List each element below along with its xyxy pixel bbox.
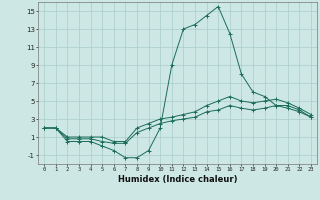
X-axis label: Humidex (Indice chaleur): Humidex (Indice chaleur) xyxy=(118,175,237,184)
